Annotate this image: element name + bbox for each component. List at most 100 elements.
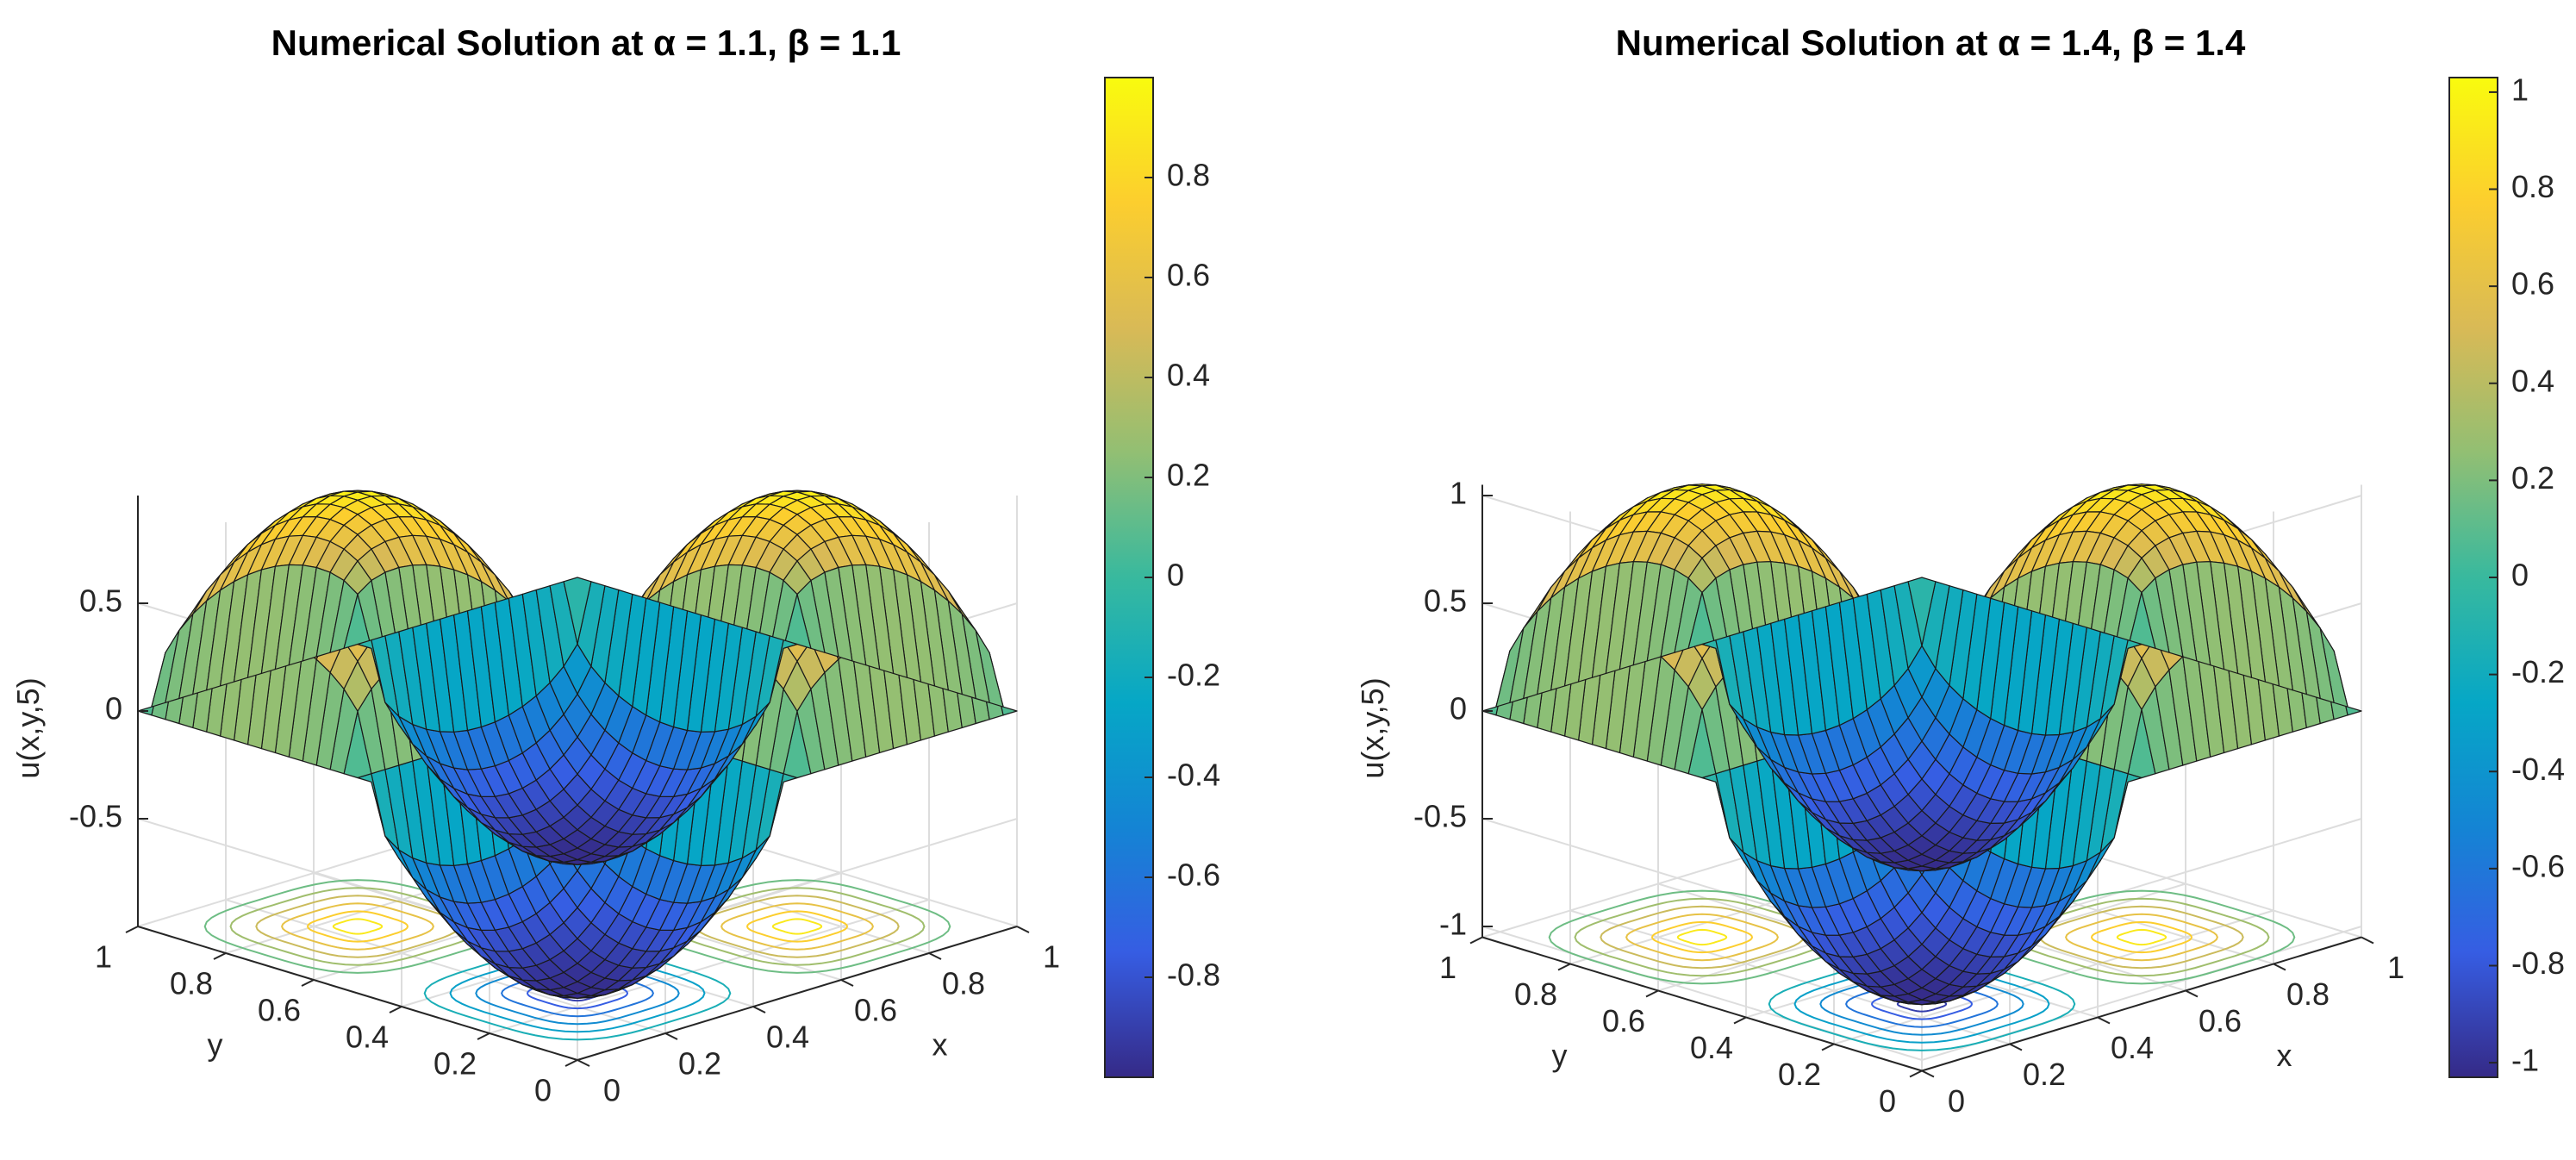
colorbar-tick-label: -0.2 (2511, 654, 2565, 689)
colorbar-tick-label: 0.4 (2511, 363, 2554, 398)
z-tick-label: 0 (105, 691, 122, 727)
x-tick-mark (928, 952, 942, 960)
y-tick-mark (1909, 1070, 1923, 1078)
x-tick-mark (840, 979, 854, 987)
x-tick-label: 0.2 (678, 1046, 721, 1082)
y-tick-mark (213, 952, 227, 960)
colorbar-tick-label: -0.8 (2511, 945, 2565, 981)
chart-title: Numerical Solution at α = 1.4, β = 1.4 (1615, 22, 2246, 63)
x-tick-label: 0 (1948, 1083, 1965, 1119)
contour-line (332, 918, 384, 935)
colorbar-tick-label: 0.2 (2511, 460, 2554, 496)
y-tick-mark (125, 926, 139, 933)
x-tick-label: 1 (2387, 950, 2404, 985)
y-tick-label: 0.6 (258, 993, 301, 1028)
x-tick-mark (2361, 936, 2374, 945)
y-tick-mark (477, 1032, 490, 1040)
y-tick-mark (1733, 1016, 1747, 1025)
contour-line (643, 879, 951, 974)
colorbar-tick-label: 0.8 (2511, 169, 2554, 204)
contour-line (306, 910, 409, 943)
colorbar-tick-label: 0 (1167, 558, 1184, 593)
x-tick-mark (577, 1059, 590, 1067)
contour-line (281, 902, 434, 951)
surface-patch (1907, 577, 1937, 646)
y-tick-label: 0 (1879, 1083, 1896, 1119)
x-tick-mark (2009, 1043, 2023, 1051)
y-axis-label: y (1552, 1038, 1568, 1073)
x-axis-label: x (932, 1026, 948, 1062)
contour-line (2116, 928, 2167, 946)
x-tick-label: 0.8 (2286, 976, 2330, 1012)
z-tick-label: 1 (1450, 476, 1467, 511)
x-tick-label: 0 (603, 1073, 621, 1108)
y-tick-label: 0.8 (1514, 976, 1557, 1012)
contour-line (2013, 897, 2270, 977)
contour-line (745, 910, 849, 943)
y-tick-label: 0 (534, 1073, 552, 1108)
grid-line (225, 899, 666, 1034)
contour-line (771, 918, 823, 935)
contour-line (669, 887, 926, 966)
contour-line (2090, 920, 2193, 954)
x-tick-label: 0.4 (766, 1020, 809, 1055)
colorbar-tick-label: -0.2 (1167, 658, 1220, 693)
y-tick-label: 1 (1439, 950, 1456, 985)
z-axis-label: u(x,y,5) (1355, 677, 1390, 778)
colorbar-tick-label: 0.6 (1167, 258, 1210, 293)
x-tick-label: 1 (1043, 939, 1060, 975)
grid-line (1833, 909, 2274, 1045)
chart-panel-right: Numerical Solution at α = 1.4, β = 1.4 0… (1344, 0, 2576, 1160)
x-tick-mark (2185, 989, 2199, 998)
x-tick-label: 0.2 (2023, 1057, 2066, 1092)
surface-plot: 0 0.2 0.4 0.6 0.8 1 0 0.2 0.4 0.6 0.8 1 -0.5 0 0.5 x y u(… (10, 77, 1220, 1108)
x-tick-label: 0.8 (942, 966, 985, 1001)
y-tick-mark (1557, 963, 1571, 971)
surface-mesh (1481, 483, 2362, 1006)
x-tick-label: 0.4 (2111, 1030, 2154, 1065)
z-tick-label: 0.5 (1424, 583, 1467, 619)
x-tick-mark (752, 1006, 766, 1013)
contour-line (1625, 913, 1779, 962)
y-tick-mark (301, 979, 315, 987)
x-axis-line (577, 926, 1018, 1061)
x-tick-mark (664, 1032, 678, 1040)
z-axis-label: u(x,y,5) (10, 677, 46, 778)
colorbar-tick-label: 0.6 (2511, 266, 2554, 302)
surface-mesh (137, 490, 1018, 999)
x-axis-label: x (2277, 1038, 2292, 1073)
grid-line (489, 899, 930, 1034)
y-tick-label: 0.2 (1778, 1057, 1821, 1092)
x-tick-label: 0.6 (2199, 1003, 2242, 1038)
colorbar-tick-label: 0.4 (1167, 358, 1210, 393)
grid-line (1569, 909, 2011, 1045)
chart-title: Numerical Solution at α = 1.1, β = 1.1 (271, 22, 901, 63)
y-tick-label: 1 (95, 939, 112, 975)
y-tick-mark (1645, 989, 1659, 998)
y-axis-line (1481, 936, 1923, 1072)
x-tick-label: 0.6 (854, 993, 897, 1028)
x-tick-mark (1921, 1070, 1935, 1078)
colorbar-tick-label: 0 (2511, 558, 2529, 593)
y-tick-mark (1469, 936, 1483, 945)
y-tick-label: 0.8 (170, 966, 213, 1001)
y-axis-line (137, 926, 578, 1061)
colorbar-tick-label: 0.8 (1167, 158, 1210, 193)
y-axis-label: y (208, 1026, 223, 1062)
surface-patch (563, 577, 592, 645)
colorbar-tick-label: -1 (2511, 1043, 2539, 1078)
colorbar: -1 -0.8 -0.6 -0.4 -0.2 0 0.2 0.4 0.6 0.8 1 (2448, 72, 2565, 1078)
z-tick-label: -1 (1439, 907, 1467, 942)
contour-line (2065, 913, 2218, 962)
colorbar-tick-label: -0.6 (1167, 858, 1220, 893)
chart-panel-left: Numerical Solution at α = 1.1, β = 1.1 0… (10, 22, 1220, 1108)
y-tick-label: 0.4 (1690, 1030, 1733, 1065)
z-tick-label: 0.5 (79, 583, 122, 619)
y-tick-label: 0.4 (346, 1020, 389, 1055)
y-tick-mark (389, 1006, 402, 1013)
contour-line (695, 895, 900, 958)
contour-line (2039, 905, 2244, 970)
y-tick-mark (564, 1059, 578, 1067)
x-tick-mark (1016, 926, 1030, 933)
y-tick-mark (1821, 1043, 1835, 1051)
